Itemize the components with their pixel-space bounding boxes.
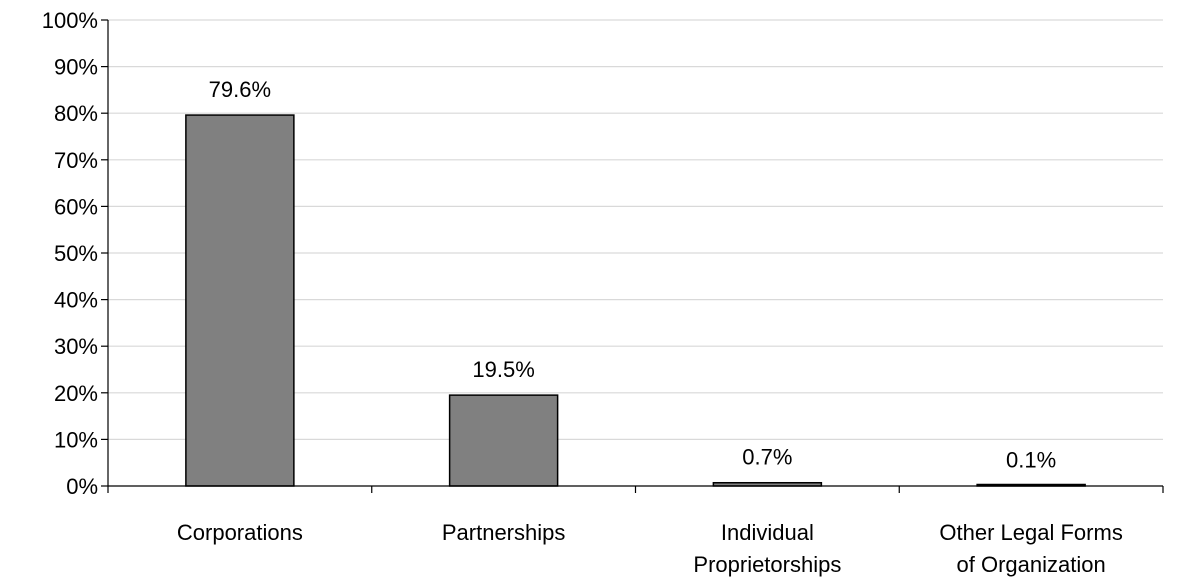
data-label: 0.1% xyxy=(1006,448,1056,473)
y-axis-tick-labels: 0% 10% 20% 30% 40% 50% 60% 70% 80% 90% 100% xyxy=(42,8,98,499)
data-labels: 79.6% 19.5% 0.7% 0.1% xyxy=(209,77,1057,472)
y-tick-label: 70% xyxy=(54,148,98,173)
x-category-label: Corporations xyxy=(177,520,303,545)
data-label: 0.7% xyxy=(742,445,792,470)
y-tick-label: 0% xyxy=(66,474,98,499)
x-category-label: Proprietorships xyxy=(693,552,841,577)
x-category-label: Other Legal Forms xyxy=(939,520,1122,545)
data-label: 19.5% xyxy=(472,357,534,382)
y-tick-label: 50% xyxy=(54,241,98,266)
y-tick-label: 60% xyxy=(54,194,98,219)
y-tick-label: 10% xyxy=(54,427,98,452)
y-tick-label: 40% xyxy=(54,288,98,313)
x-category-label: Individual xyxy=(721,520,814,545)
x-axis-category-labels: Corporations Partnerships Individual Propri… xyxy=(177,520,1123,577)
y-tick-label: 20% xyxy=(54,381,98,406)
bar xyxy=(185,114,295,487)
y-tick-label: 90% xyxy=(54,55,98,80)
bar xyxy=(448,394,559,487)
data-label: 79.6% xyxy=(209,77,271,102)
y-tick-label: 30% xyxy=(54,334,98,359)
x-category-label: of Organization xyxy=(957,552,1106,577)
x-category-label: Partnerships xyxy=(442,520,566,545)
y-tick-label: 100% xyxy=(42,8,98,33)
bars xyxy=(185,114,1086,487)
y-tick-label: 80% xyxy=(54,101,98,126)
axes xyxy=(101,19,1164,493)
